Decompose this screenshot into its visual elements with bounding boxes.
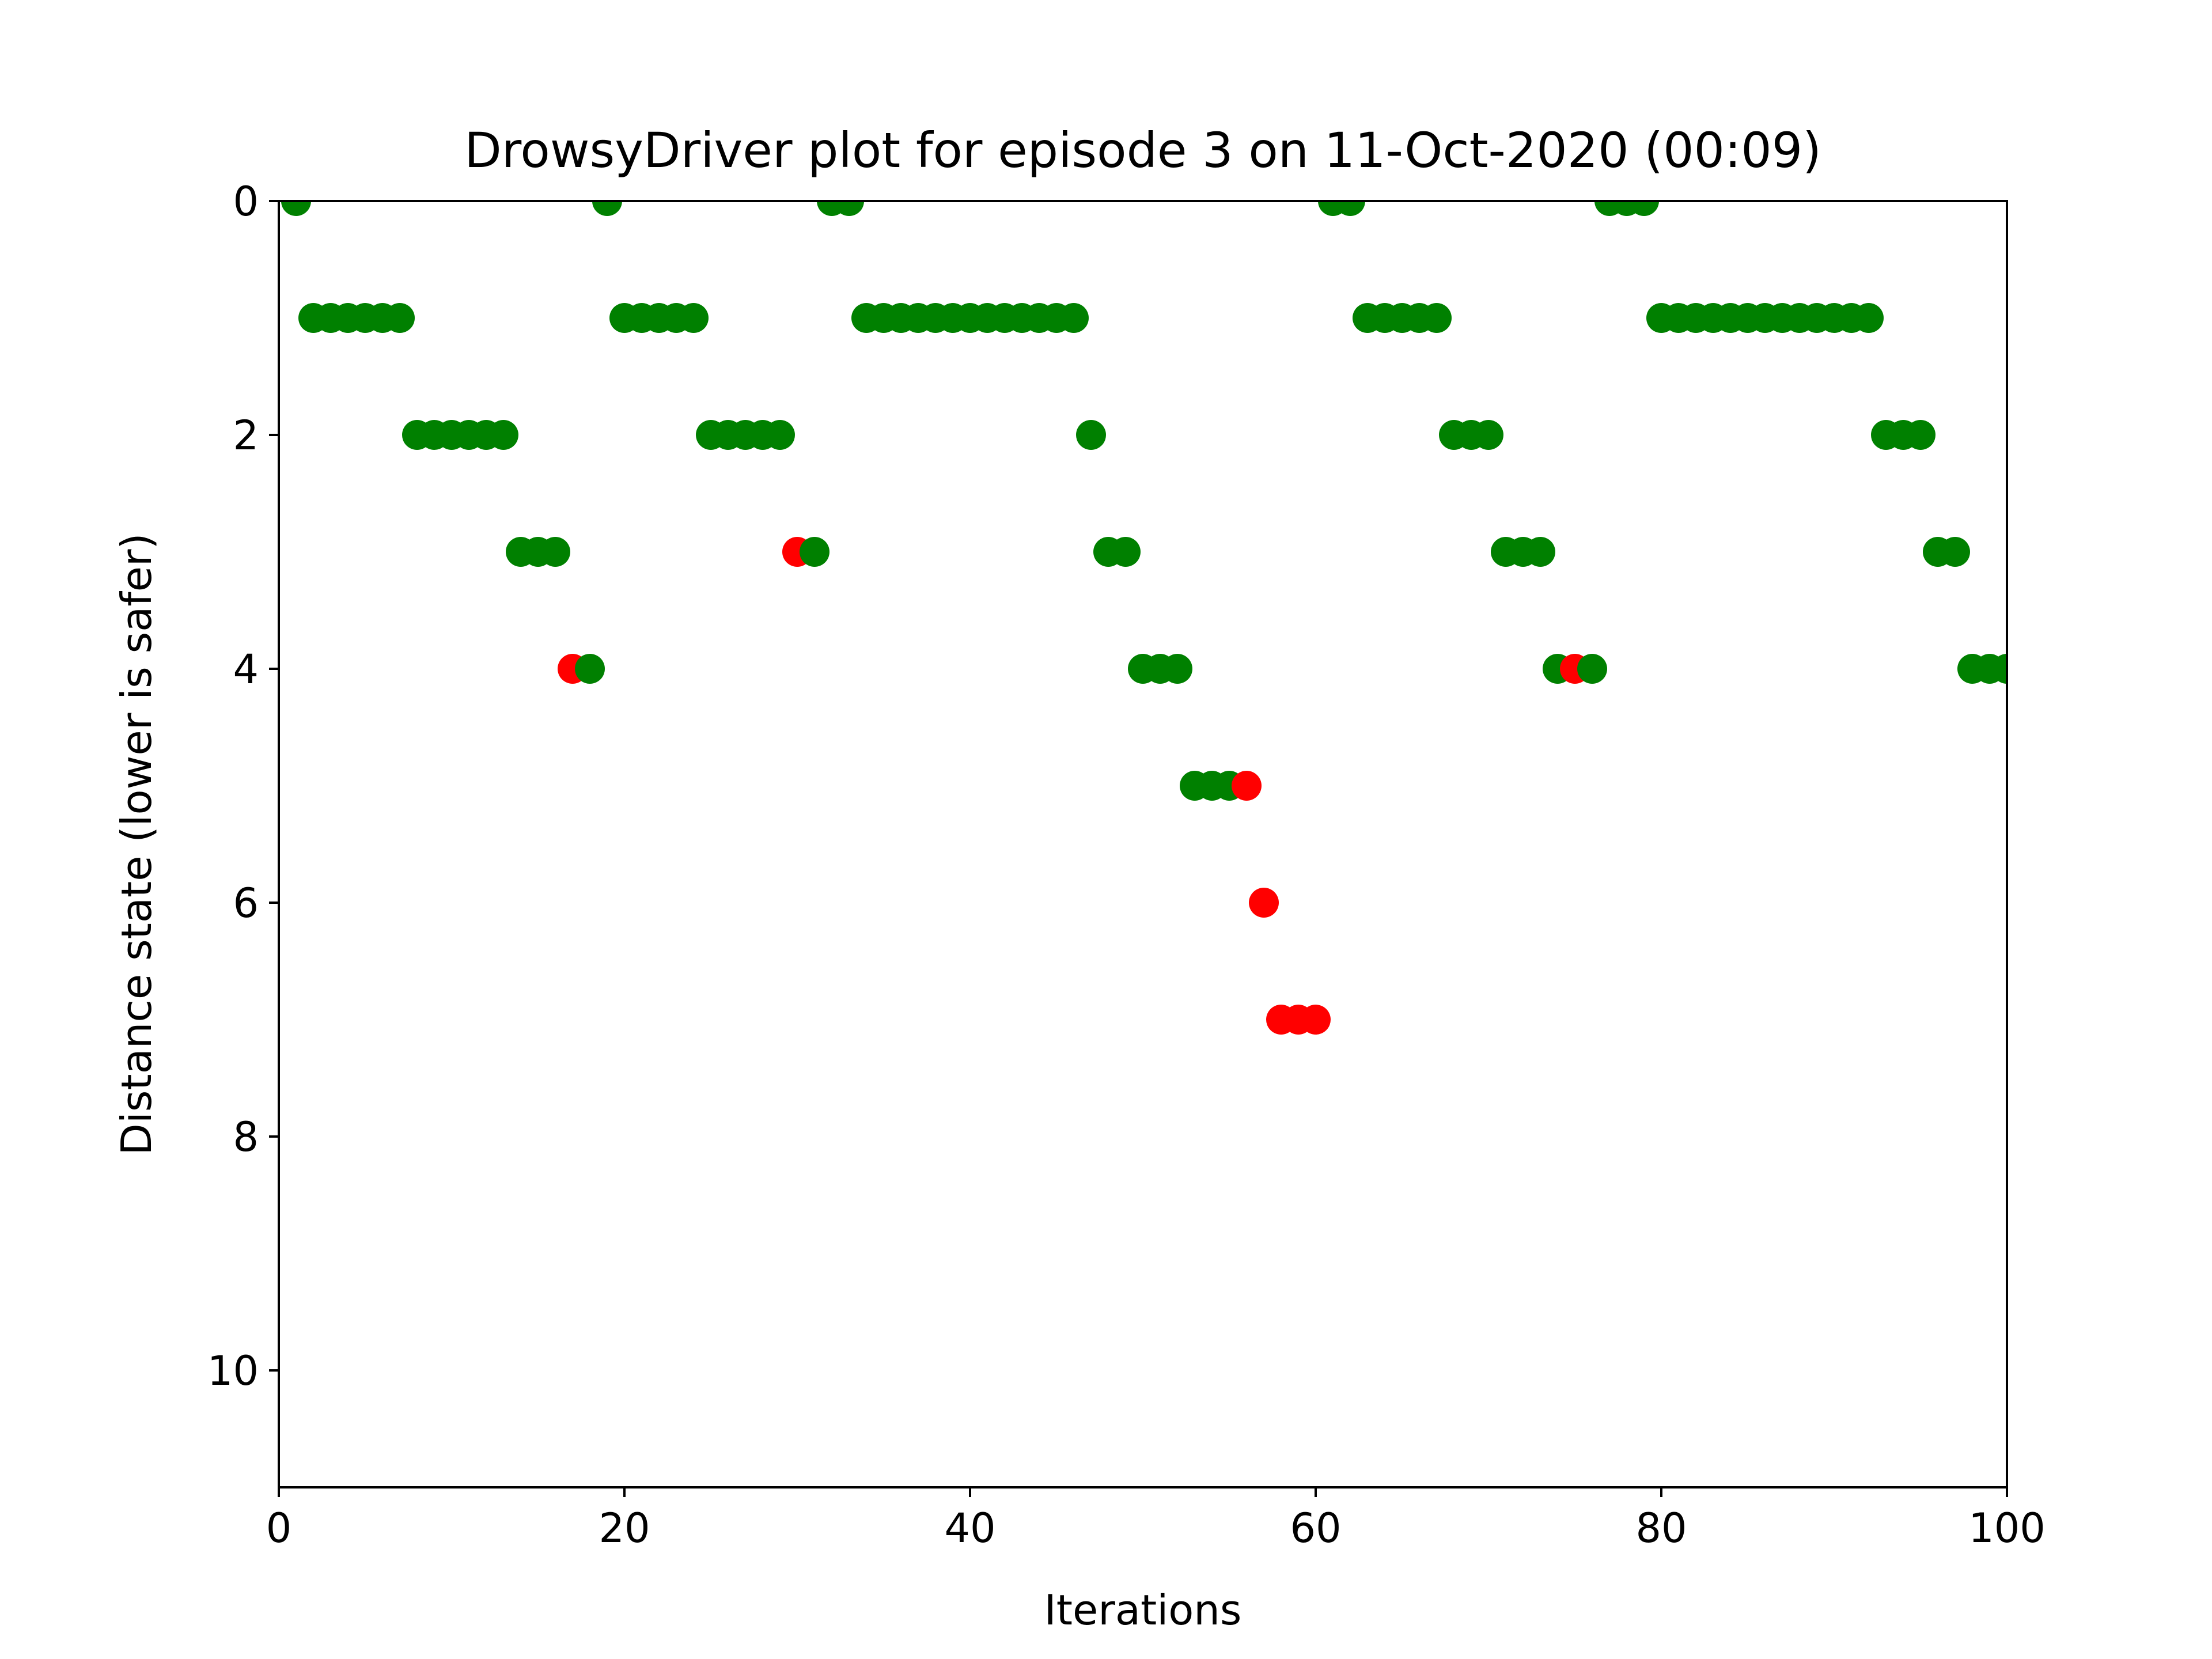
data-point-green [1525,537,1555,567]
data-point-green [679,303,709,333]
data-point-green [1335,201,1365,216]
data-point-green [281,201,311,216]
y-tick-label: 6 [233,880,259,927]
data-point-green [1577,654,1607,684]
data-point-green [1906,420,1936,450]
data-point-green [1474,420,1503,450]
y-tick-label: 10 [207,1347,259,1395]
data-point-green [765,420,795,450]
y-tick-label: 2 [233,412,259,459]
data-point-green [488,420,518,450]
data-point-green [1111,537,1141,567]
x-tick-label: 60 [1290,1505,1341,1552]
data-point-green [1629,201,1659,216]
data-point-red [1232,771,1262,801]
x-tick-label: 40 [944,1505,995,1552]
plot-frame [278,200,2008,1488]
data-point-green [1940,537,1970,567]
y-axis-label: Distance state (lower is safer) [112,533,161,1155]
data-point-green [1992,654,2007,684]
chart-title: DrowsyDriver plot for episode 3 on 11-Oc… [464,122,1821,179]
data-point-red [1249,888,1279,918]
x-axis: 0 20 40 60 80 100 [266,1487,2046,1552]
data-point-green [1162,654,1192,684]
data-point-green [1076,420,1106,450]
data-point-green [385,303,415,333]
x-tick-label: 100 [1968,1505,2046,1552]
data-point-green [834,201,864,216]
data-point-green [800,537,830,567]
x-tick-label: 80 [1635,1505,1687,1552]
data-point-green [575,654,605,684]
data-point-green [540,537,570,567]
x-tick-label: 20 [599,1505,650,1552]
y-tick-label: 8 [233,1113,259,1161]
data-point-green [1854,303,1884,333]
y-axis: 0 2 4 6 8 10 [207,178,279,1395]
data-point-green [1059,303,1089,333]
y-tick-label: 4 [233,646,259,693]
data-point-green [592,201,622,216]
x-axis-label: Iterations [1044,1586,1242,1634]
data-point-red [1301,1005,1331,1035]
data-point-green [1422,303,1452,333]
y-tick-label: 0 [233,178,259,225]
x-tick-label: 0 [266,1505,292,1552]
data-points [281,201,2007,1035]
